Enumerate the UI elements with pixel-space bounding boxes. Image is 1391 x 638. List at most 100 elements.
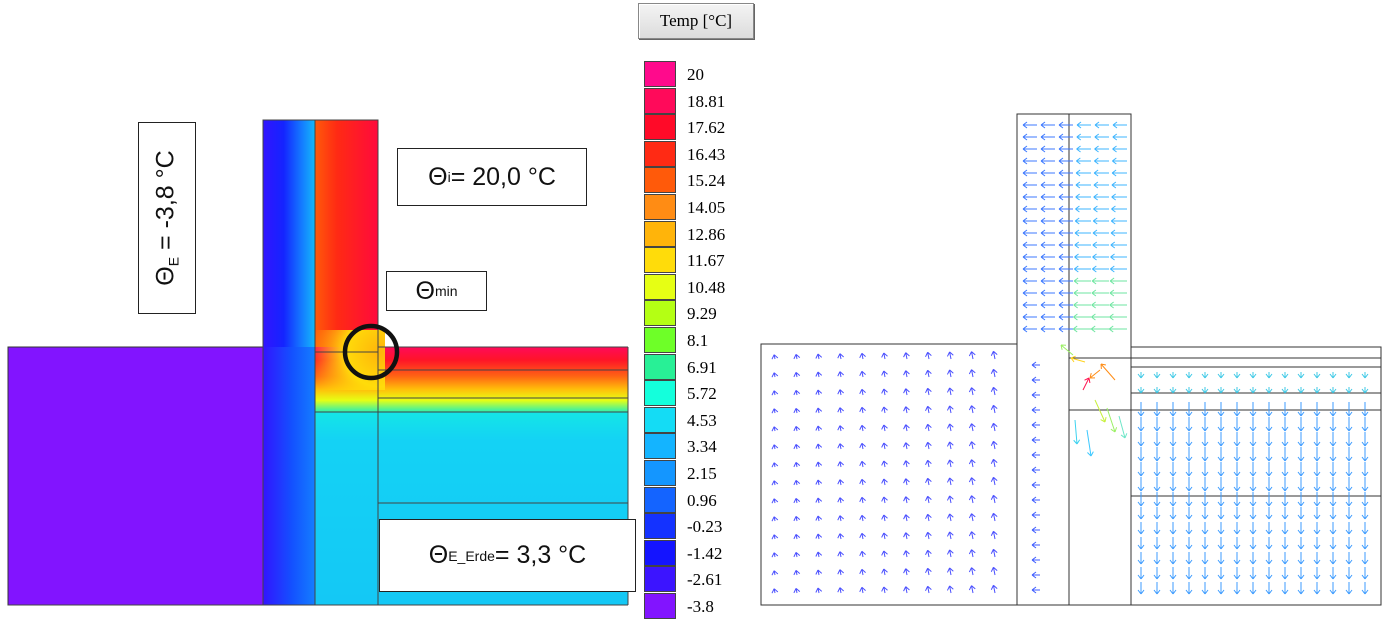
flux-arrow (1076, 157, 1091, 165)
flux-arrow (881, 550, 888, 558)
flux-arrow (990, 476, 998, 486)
legend-value: 16.43 (687, 144, 726, 164)
flux-arrow (990, 548, 998, 558)
flux-arrow (1265, 477, 1273, 492)
flux-arrow (1153, 447, 1161, 462)
flux-arrow (1185, 372, 1193, 379)
flux-arrow (1201, 402, 1209, 417)
flux-arrow (1112, 133, 1127, 141)
flux-arrow (881, 586, 888, 594)
flux-arrow (1073, 419, 1081, 445)
flux-arrow (1185, 447, 1193, 462)
flux-arrow (1058, 133, 1073, 141)
flux-arrow (837, 389, 844, 396)
flux-arrow (925, 477, 932, 486)
flux-arrow (1076, 121, 1091, 129)
flux-arrow (1137, 417, 1145, 432)
flux-arrow (1169, 522, 1177, 535)
flux-arrow (968, 495, 976, 504)
flux-arrow (1100, 363, 1116, 381)
flux-arrow (1265, 492, 1273, 507)
flux-arrow (1329, 447, 1337, 462)
flux-arrow (1022, 217, 1037, 225)
flux-arrow (1093, 181, 1109, 189)
flux-arrows (771, 121, 1369, 595)
flux-arrow (1040, 133, 1055, 141)
flux-arrow (1217, 477, 1225, 492)
flux-arrow (1153, 462, 1161, 477)
legend-value: 18.81 (687, 91, 726, 111)
flux-arrow (1169, 372, 1177, 379)
flux-arrow (1185, 432, 1193, 447)
flux-arrow (1297, 582, 1305, 595)
inner-wall-layer (315, 120, 378, 355)
theta-symbol: Θ (152, 266, 180, 286)
flux-arrow (859, 370, 866, 378)
flux-arrow (1031, 376, 1040, 384)
flux-arrow (1249, 372, 1257, 379)
flux-arrow (1313, 462, 1321, 477)
flux-arrow (1022, 205, 1037, 213)
flux-arrow (1185, 417, 1193, 432)
flux-arrow (837, 533, 844, 540)
theta-value: = -3,8 °C (152, 150, 180, 257)
flux-arrow (1345, 492, 1353, 507)
flux-arrow (1022, 325, 1037, 333)
flux-arrow (946, 531, 954, 540)
flux-arrow (1329, 432, 1337, 447)
flux-arrow (1313, 552, 1321, 565)
flux-arrow (990, 458, 998, 468)
flux-arrow (1361, 522, 1369, 535)
flux-arrow (815, 461, 823, 468)
flux-arrow (881, 388, 888, 396)
flux-arrow (1058, 229, 1073, 237)
flux-arrow (859, 514, 866, 522)
legend-entry: -3.8 (644, 593, 754, 619)
flux-arrow (1217, 537, 1225, 550)
flux-arrow (1031, 361, 1040, 369)
flux-arrow (771, 354, 779, 360)
flux-arrow (925, 369, 932, 378)
flux-arrow (1233, 522, 1241, 535)
flux-arrow (1361, 447, 1369, 462)
flux-arrow (815, 569, 823, 576)
flux-arrow (859, 532, 866, 540)
flux-arrow (1249, 567, 1257, 580)
flux-arrow (1137, 372, 1145, 379)
flux-arrow (1058, 277, 1073, 285)
flux-arrow (925, 567, 932, 576)
flux-arrow (837, 371, 844, 378)
flux-arrow (1345, 507, 1353, 520)
flux-arrow (1094, 121, 1109, 129)
flux-arrow (1093, 193, 1109, 201)
flux-arrow (1185, 492, 1193, 507)
legend-value: 17.62 (687, 118, 726, 138)
flux-arrow (881, 352, 888, 360)
flux-arrow (1110, 229, 1127, 237)
flux-arrow (1031, 436, 1040, 444)
flux-arrow (881, 496, 888, 504)
legend-title-button[interactable]: Temp [°C] (638, 3, 754, 39)
flux-arrow (881, 370, 888, 378)
legend-swatch (644, 380, 676, 407)
flux-arrow (1281, 447, 1289, 462)
flux-arrow (1153, 567, 1161, 580)
flux-arrow (1265, 387, 1273, 394)
flux-arrow (1361, 432, 1369, 447)
flux-arrow (1153, 552, 1161, 565)
flux-arrow (1094, 145, 1109, 153)
flux-arrow (793, 461, 801, 468)
flux-arrow (1329, 492, 1337, 507)
flux-arrow (1345, 417, 1353, 432)
flux-arrow (1185, 387, 1193, 394)
flux-arrow (1297, 552, 1305, 565)
flux-arrow (1313, 567, 1321, 580)
legend-swatch (644, 406, 676, 433)
flux-arrow (1249, 417, 1257, 432)
flux-arrow (1058, 313, 1073, 321)
flux-arrow (968, 477, 976, 486)
flux-arrow (903, 388, 910, 396)
flux-arrow (859, 352, 866, 360)
flux-arrow (1281, 582, 1289, 595)
